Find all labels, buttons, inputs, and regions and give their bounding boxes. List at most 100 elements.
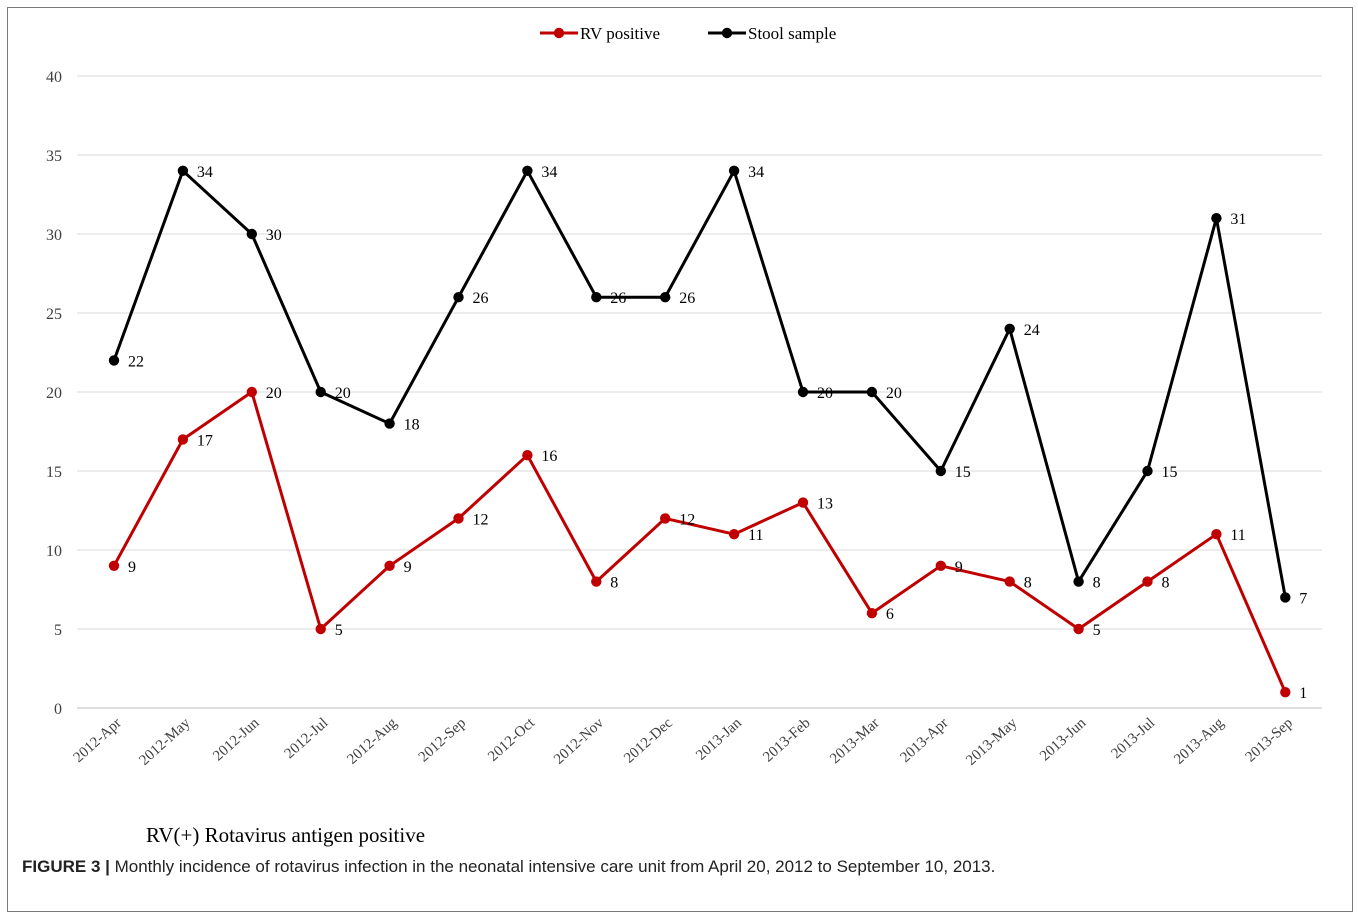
data-label: 12 <box>679 511 695 528</box>
x-tick-label: 2012-Nov <box>551 715 607 768</box>
data-label: 5 <box>1093 622 1101 639</box>
data-label: 34 <box>748 164 764 181</box>
data-point <box>866 386 878 398</box>
data-label: 1 <box>1299 685 1307 702</box>
figure-frame <box>7 7 1353 912</box>
data-label: 12 <box>473 511 489 528</box>
data-point <box>866 608 878 619</box>
data-point <box>935 465 946 477</box>
data-point <box>522 450 533 461</box>
data-label: 11 <box>1230 527 1245 544</box>
x-tick-label: 2013-Jan <box>693 715 745 764</box>
data-point <box>591 292 602 303</box>
data-label: 15 <box>955 464 971 481</box>
series-line-rv-positive <box>112 390 1287 693</box>
data-label: 18 <box>404 417 420 434</box>
x-tick-label: 2013-Jul <box>1108 715 1158 762</box>
data-point <box>1073 576 1084 587</box>
data-label: 34 <box>197 164 213 181</box>
x-tick-label: 2012-Oct <box>485 715 538 765</box>
y-tick-label: 0 <box>54 701 62 718</box>
x-tick-label: 2012-Sep <box>416 715 469 765</box>
data-label: 8 <box>610 575 618 592</box>
data-point <box>177 165 189 176</box>
y-tick-label: 30 <box>46 227 62 244</box>
y-tick-label: 5 <box>54 622 62 639</box>
data-point <box>246 386 257 398</box>
data-point <box>108 560 120 571</box>
series-line-stool-sample <box>112 169 1287 598</box>
x-tick-label: 2012-Apr <box>71 715 125 766</box>
data-point <box>728 529 740 540</box>
data-label: 30 <box>266 227 282 244</box>
data-label: 16 <box>541 448 557 465</box>
data-point <box>315 623 326 635</box>
data-point <box>522 165 533 176</box>
x-tick-label: 2012-Jul <box>282 715 332 762</box>
series-lines <box>112 169 1287 693</box>
data-label: 7 <box>1299 590 1307 607</box>
y-tick-label: 10 <box>46 543 62 560</box>
legend-marker <box>553 27 565 39</box>
data-label: 9 <box>128 559 136 576</box>
y-axis: 0 5 10 15 20 25 30 35 40 <box>46 69 62 718</box>
grid-lines <box>77 75 1322 709</box>
legend-label: Stool sample <box>748 24 836 43</box>
legend-marker <box>721 27 733 39</box>
data-label: 22 <box>128 353 144 370</box>
data-label: 8 <box>1162 575 1170 592</box>
series-points <box>108 165 1291 698</box>
legend-label: RV positive <box>580 24 660 43</box>
data-point <box>728 165 740 176</box>
caption-text: Monthly incidence of rotavirus infection… <box>109 857 996 876</box>
y-tick-label: 15 <box>46 464 62 481</box>
data-point <box>384 560 395 571</box>
data-point <box>453 292 464 303</box>
x-axis: 2012-Apr 2012-May 2012-Jun 2012-Jul 2012-Aug… <box>71 715 1296 769</box>
x-tick-label: 2013-Mar <box>827 715 882 767</box>
x-tick-label: 2012-Dec <box>621 715 676 767</box>
data-label: 20 <box>266 385 282 402</box>
x-tick-label: 2013-May <box>963 715 1021 769</box>
data-label: 34 <box>541 164 557 181</box>
x-tick-label: 2012-Jun <box>210 715 263 765</box>
y-tick-label: 40 <box>46 69 62 86</box>
data-label: 5 <box>335 622 343 639</box>
y-tick-label: 25 <box>46 306 62 323</box>
data-label: 13 <box>817 496 833 513</box>
data-label: 8 <box>1024 575 1032 592</box>
caption-label: FIGURE 3 | <box>22 857 110 876</box>
data-label: 26 <box>679 290 695 307</box>
data-label: 15 <box>1162 464 1178 481</box>
data-point <box>384 418 395 429</box>
data-point <box>1142 576 1153 587</box>
data-point <box>1280 592 1291 603</box>
data-point <box>660 292 671 303</box>
legend: RV positive Stool sample <box>540 24 836 43</box>
data-point <box>453 513 464 524</box>
data-point <box>1073 623 1084 635</box>
data-label: 8 <box>1093 575 1101 592</box>
data-label: 26 <box>473 290 489 307</box>
x-tick-label: 2012-Aug <box>344 715 400 768</box>
data-point <box>935 560 946 571</box>
data-point <box>1004 576 1015 587</box>
data-label: 24 <box>1024 322 1040 339</box>
data-point <box>177 434 189 445</box>
data-label: 11 <box>748 527 763 544</box>
data-point <box>1280 687 1291 698</box>
y-tick-label: 20 <box>46 385 62 402</box>
data-point <box>797 497 809 508</box>
data-point <box>1004 323 1015 334</box>
x-tick-label: 2013-Feb <box>760 715 813 765</box>
data-point <box>315 386 326 398</box>
data-point <box>1142 465 1153 477</box>
figure-caption: FIGURE 3 | Monthly incidence of rotaviru… <box>22 857 995 877</box>
y-tick-label: 35 <box>46 148 62 165</box>
data-label: 9 <box>404 559 412 576</box>
data-label: 26 <box>610 290 626 307</box>
data-point <box>108 355 120 366</box>
x-tick-label: 2013-Aug <box>1171 715 1227 768</box>
data-label: 9 <box>955 559 963 576</box>
